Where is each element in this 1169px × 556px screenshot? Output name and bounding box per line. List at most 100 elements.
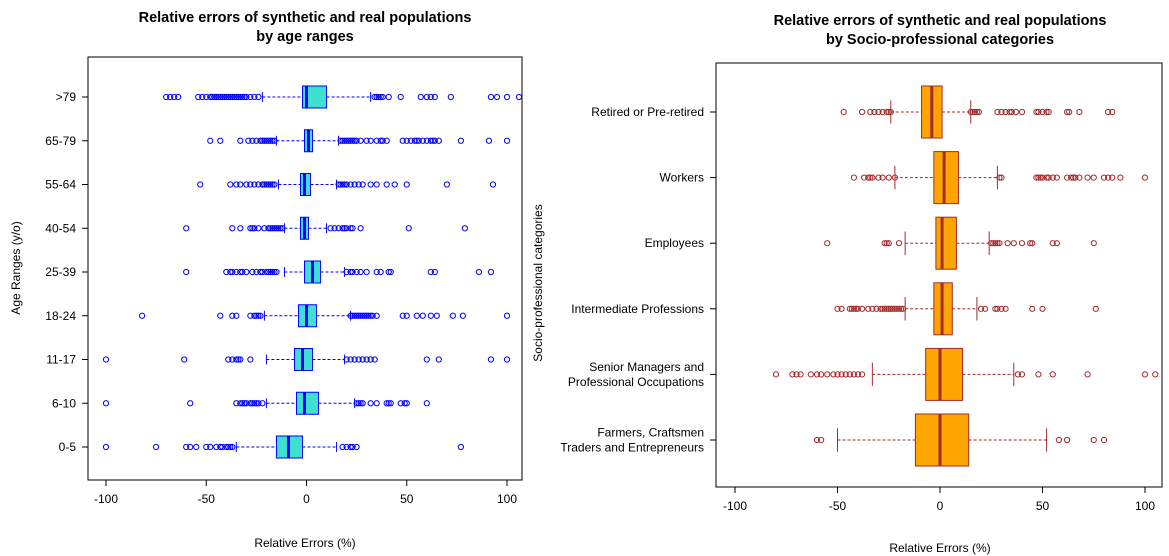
outlier-point <box>331 225 338 232</box>
outlier-point <box>503 312 511 319</box>
x-tick-label: -100 <box>94 492 118 506</box>
age-ranges-chart: Relative errors of synthetic and real po… <box>9 10 523 550</box>
outlier-point <box>175 93 182 101</box>
outlier-point <box>850 174 858 181</box>
outlier-point <box>401 400 408 407</box>
box-group <box>207 129 511 153</box>
outlier-point <box>253 400 260 407</box>
outlier-point <box>503 93 511 101</box>
outlier-point <box>243 400 250 407</box>
outlier-point <box>897 305 905 312</box>
outlier-point <box>373 268 380 276</box>
outlier-point <box>895 305 903 312</box>
outlier-point <box>233 400 240 407</box>
outlier-point <box>343 356 350 363</box>
outlier-point <box>493 93 501 101</box>
outlier-point <box>343 268 350 276</box>
outlier-point <box>275 225 282 232</box>
outlier-point <box>431 137 438 144</box>
outlier-point <box>347 443 354 451</box>
outlier-point <box>237 93 244 101</box>
outlier-point <box>865 174 872 181</box>
outlier-point <box>341 225 348 232</box>
outlier-point <box>263 137 270 144</box>
outlier-point <box>199 93 206 101</box>
outlier-point <box>339 181 346 188</box>
x-tick-label: 50 <box>1036 499 1050 513</box>
outlier-point <box>879 174 886 181</box>
outlier-point <box>1018 371 1026 378</box>
outlier-point <box>429 137 436 144</box>
outlier-point <box>850 371 858 378</box>
outlier-point <box>223 443 230 451</box>
outlier-point <box>227 93 234 101</box>
outlier-point <box>854 305 862 312</box>
outlier-point <box>347 356 354 363</box>
outlier-point <box>347 181 354 188</box>
outlier-point <box>102 400 110 407</box>
outlier-point <box>163 93 170 101</box>
chart2-title-line1: Relative errors of synthetic and real po… <box>774 13 1107 29</box>
outlier-point <box>1084 371 1091 378</box>
outlier-point <box>387 400 394 407</box>
box-group <box>197 173 497 196</box>
outlier-point <box>235 93 242 101</box>
outlier-point <box>183 225 190 232</box>
outlier-point <box>271 225 278 232</box>
outlier-point <box>273 225 280 232</box>
outlier-point <box>789 371 796 378</box>
outlier-point <box>187 400 194 407</box>
outlier-point <box>209 93 216 101</box>
outlier-point <box>279 225 286 232</box>
outlier-point <box>1109 108 1116 116</box>
outlier-point <box>842 371 849 378</box>
outlier-point <box>838 371 845 378</box>
outlier-point <box>854 371 862 378</box>
outlier-point <box>982 305 989 312</box>
outlier-point <box>349 225 356 232</box>
outlier-point <box>229 93 236 101</box>
box-group <box>824 216 1097 270</box>
outlier-point <box>883 108 890 116</box>
outlier-point <box>211 93 218 101</box>
outlier-point <box>1039 108 1046 116</box>
outlier-point <box>353 312 360 319</box>
outlier-point <box>1076 174 1083 181</box>
outlier-point <box>367 181 374 188</box>
box-group <box>102 391 430 415</box>
outlier-point <box>265 137 272 144</box>
outlier-point <box>269 181 276 188</box>
outlier-point <box>249 400 256 407</box>
outlier-point <box>487 268 495 276</box>
outlier-point <box>869 174 876 181</box>
outlier-point <box>261 181 268 188</box>
outlier-point <box>449 312 456 319</box>
box-group <box>840 85 1116 139</box>
outlier-point <box>249 268 256 276</box>
outlier-point <box>977 305 985 312</box>
outlier-point <box>251 93 258 101</box>
outlier-point <box>227 268 234 276</box>
chart1-x-axis-label: Relative Errors (%) <box>254 536 355 550</box>
box-group <box>850 151 1149 205</box>
outlier-point <box>363 356 370 363</box>
outlier-point <box>489 181 497 188</box>
category-label: 25-39 <box>45 265 76 279</box>
outlier-point <box>271 181 278 188</box>
outlier-point <box>335 181 342 188</box>
outlier-point <box>261 137 268 144</box>
outlier-point <box>229 356 236 363</box>
outlier-point <box>1105 108 1112 116</box>
outlier-point <box>327 225 334 232</box>
outlier-point <box>225 356 232 363</box>
outlier-point <box>379 137 386 144</box>
outlier-point <box>1033 108 1040 116</box>
outlier-point <box>371 356 378 363</box>
outlier-point <box>195 93 202 101</box>
outlier-point <box>373 181 380 188</box>
outlier-point <box>846 305 853 312</box>
outlier-point <box>377 137 384 144</box>
outlier-point <box>967 108 974 116</box>
outlier-point <box>459 312 466 319</box>
outlier-point <box>213 443 220 451</box>
